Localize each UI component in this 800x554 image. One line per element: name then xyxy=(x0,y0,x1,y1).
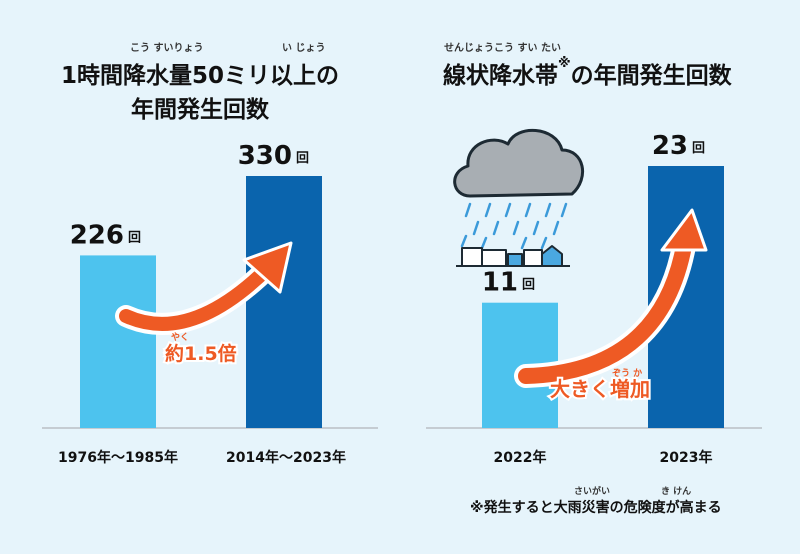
x-tick-2014-2023: 2014年〜2023年 xyxy=(226,449,346,466)
right-increase-arrow xyxy=(514,208,708,388)
bar-1976-1985 xyxy=(80,255,156,428)
footnote-ruby: さいがい xyxy=(574,487,611,497)
left-chart-panel: こう すいりょう い じょう 1時間降水量50ミリ以上の 年間発生回数 xyxy=(60,43,339,123)
value-label-226: 226 xyxy=(70,220,124,250)
x-tick-2022: 2022年 xyxy=(494,449,547,466)
left-chart-title-line1: 1時間降水量50ミリ以上の xyxy=(60,63,339,89)
right-chart-title-main: 線状降水帯 xyxy=(443,63,558,89)
rain-cloud-icon xyxy=(453,129,584,198)
left-annotation-label: 約1.5倍 xyxy=(165,342,237,365)
value-label-11: 11 xyxy=(482,268,518,298)
right-chart-panel: せんじょうこう すい たい 線状降水帯※の年間発生回数 xyxy=(400,0,800,554)
footnote-text: ※発生すると大雨災害の危険度が高まる xyxy=(470,500,722,516)
title-ruby: い じょう xyxy=(282,43,326,54)
x-tick-2023: 2023年 xyxy=(660,449,713,466)
title-ruby: せんじょうこう すい たい xyxy=(444,43,561,54)
value-unit: 回 xyxy=(128,230,141,245)
x-tick-1976-1985: 1976年〜1985年 xyxy=(58,449,178,466)
right-chart-title: 線状降水帯※の年間発生回数 xyxy=(443,56,732,90)
title-ruby: こう すいりょう xyxy=(130,43,204,54)
rain-drops-icon xyxy=(460,202,568,250)
left-increase-arrow xyxy=(115,241,293,335)
houses-icon xyxy=(456,245,570,267)
annotation-ruby: ぞう か xyxy=(612,368,642,379)
value-label-330: 330 xyxy=(238,141,292,171)
value-label-23: 23 xyxy=(652,131,688,161)
right-annotation-label: 大きく増加 xyxy=(550,377,650,401)
bar-2014-2023 xyxy=(246,176,322,428)
value-unit: 回 xyxy=(522,278,535,293)
footnote-ruby: き けん xyxy=(661,487,692,497)
value-unit: 回 xyxy=(692,141,705,156)
annotation-ruby: やく xyxy=(171,332,189,343)
footnote-mark: ※ xyxy=(558,56,571,71)
left-chart-title-line2: 年間発生回数 xyxy=(131,97,269,123)
value-unit: 回 xyxy=(296,151,309,166)
right-chart-title-rest: の年間発生回数 xyxy=(570,63,732,89)
